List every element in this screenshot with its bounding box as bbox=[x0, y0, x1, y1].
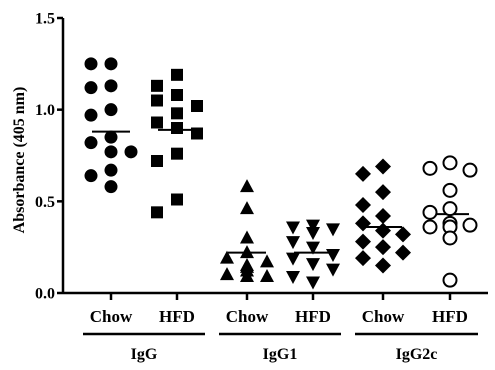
data-point-triangle-down bbox=[306, 227, 320, 240]
data-point-triangle-down bbox=[306, 276, 320, 290]
data-point-triangle-down bbox=[326, 263, 340, 277]
data-point-circle bbox=[104, 103, 118, 117]
data-point-diamond bbox=[395, 226, 411, 243]
data-point-circle bbox=[442, 201, 458, 217]
data-point-square bbox=[151, 206, 163, 219]
data-point-square bbox=[191, 127, 203, 140]
data-point-triangle-down bbox=[306, 241, 320, 255]
data-point-square bbox=[171, 122, 183, 134]
data-point-diamond bbox=[355, 197, 371, 213]
data-point-triangle-up bbox=[220, 267, 234, 281]
data-point-circle bbox=[124, 145, 138, 159]
data-point-circle bbox=[442, 182, 458, 198]
x-tick-label: Chow bbox=[226, 307, 269, 326]
data-point-circle bbox=[422, 160, 438, 176]
data-point-triangle-up bbox=[260, 254, 274, 268]
group-label: IgG1 bbox=[263, 346, 298, 363]
data-point-circle bbox=[104, 180, 118, 194]
data-point-circle bbox=[84, 136, 98, 150]
data-point-triangle-up bbox=[260, 269, 274, 282]
data-point-diamond bbox=[375, 208, 391, 224]
data-point-square bbox=[191, 100, 203, 112]
x-tick-label: HFD bbox=[432, 307, 468, 326]
x-tick-label: HFD bbox=[159, 307, 195, 326]
data-point-circle bbox=[442, 155, 458, 171]
data-point-diamond bbox=[375, 257, 391, 274]
data-point-diamond bbox=[355, 165, 371, 182]
y-axis-label: Absorbance (405 nm) bbox=[11, 87, 28, 234]
data-point-square bbox=[171, 89, 183, 101]
x-tick-label: HFD bbox=[295, 307, 331, 326]
data-point-triangle-down bbox=[326, 249, 340, 262]
data-point-circle bbox=[84, 169, 98, 183]
data-point-circle bbox=[104, 130, 118, 144]
data-point-triangle-up bbox=[240, 179, 254, 193]
data-point-square bbox=[171, 147, 183, 160]
data-point-diamond bbox=[375, 222, 391, 239]
data-point-circle bbox=[422, 204, 438, 220]
y-tick-label: 0.0 bbox=[35, 286, 55, 303]
data-point-diamond bbox=[375, 239, 391, 256]
data-point-triangle-down bbox=[306, 258, 320, 272]
data-point-triangle-up bbox=[240, 269, 254, 282]
data-point-square bbox=[171, 107, 183, 120]
data-point-circle bbox=[84, 81, 98, 95]
data-point-circle bbox=[104, 145, 118, 159]
data-point-diamond bbox=[375, 158, 391, 175]
data-point-triangle-down bbox=[306, 219, 320, 233]
data-point-triangle-down bbox=[286, 271, 300, 284]
data-point-circle bbox=[84, 108, 98, 122]
data-point-square bbox=[151, 79, 163, 92]
data-point-diamond bbox=[375, 184, 391, 201]
data-point-diamond bbox=[355, 215, 371, 232]
y-tick-label: 1.0 bbox=[35, 102, 55, 119]
y-tick-label: 0.5 bbox=[35, 194, 55, 211]
data-point-triangle-up bbox=[240, 230, 254, 244]
data-point-square bbox=[151, 155, 163, 167]
data-point-triangle-up bbox=[240, 201, 254, 215]
group-label: IgG2c bbox=[396, 346, 438, 363]
data-point-circle bbox=[104, 79, 118, 93]
data-point-triangle-up bbox=[220, 250, 234, 264]
data-point-square bbox=[171, 68, 183, 81]
data-marks bbox=[84, 57, 478, 290]
data-point-circle bbox=[462, 217, 478, 233]
data-point-circle bbox=[104, 163, 118, 177]
data-point-triangle-down bbox=[286, 236, 300, 250]
data-point-circle bbox=[422, 219, 438, 235]
data-point-circle bbox=[84, 57, 98, 71]
data-point-triangle-down bbox=[286, 221, 300, 235]
data-point-diamond bbox=[355, 250, 371, 267]
data-point-circle bbox=[462, 162, 478, 178]
x-tick-label: Chow bbox=[90, 307, 133, 326]
data-point-square bbox=[171, 193, 183, 206]
labels: 0.0 0.5 1.0 1.5 Chow HFD Chow HFD Chow HFD IgG IgG1… bbox=[35, 11, 468, 364]
data-point-diamond bbox=[395, 244, 411, 261]
data-point-circle bbox=[442, 272, 458, 288]
data-point-square bbox=[151, 94, 163, 107]
data-point-diamond bbox=[355, 233, 371, 250]
y-tick-label: 1.5 bbox=[35, 11, 55, 28]
group-label: IgG bbox=[131, 346, 158, 363]
data-point-circle bbox=[104, 57, 118, 71]
data-point-triangle-up bbox=[240, 245, 254, 259]
x-tick-label: Chow bbox=[362, 307, 405, 326]
data-point-triangle-down bbox=[286, 252, 300, 266]
data-point-triangle-down bbox=[326, 223, 340, 237]
data-point-square bbox=[151, 116, 163, 129]
axes bbox=[57, 16, 488, 336]
data-point-circle bbox=[442, 230, 458, 246]
